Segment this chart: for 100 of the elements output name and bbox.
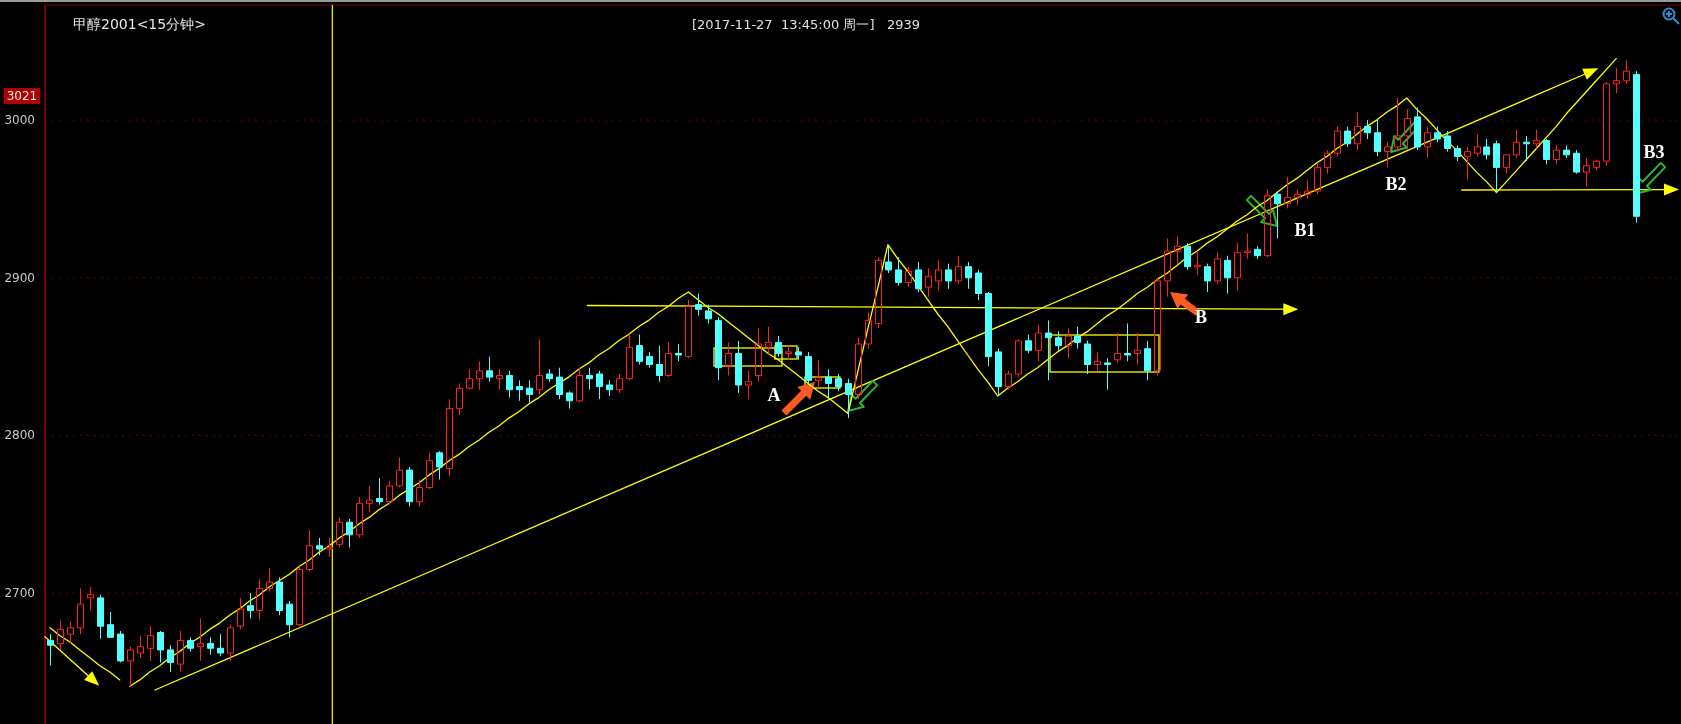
candlestick: [286, 600, 293, 638]
candlestick: [237, 597, 244, 630]
candlestick: [1464, 146, 1471, 181]
candlestick: [606, 379, 613, 397]
candlestick: [875, 256, 882, 329]
candlestick: [167, 644, 174, 673]
candlestick: [725, 341, 732, 376]
candlestick: [586, 367, 593, 391]
candlestick: [755, 327, 762, 383]
candlestick: [1035, 324, 1042, 362]
candlestick: [616, 373, 623, 394]
candlestick: [636, 334, 643, 365]
candlestick: [1174, 236, 1181, 265]
candlestick: [426, 452, 433, 490]
candlestick: [695, 293, 702, 317]
candlestick: [1633, 70, 1640, 224]
candlestick: [137, 635, 144, 659]
candlestick: [1424, 125, 1431, 159]
candlestick: [227, 624, 234, 662]
candlestick: [117, 630, 124, 663]
candlestick: [486, 356, 493, 383]
candlestick: [296, 565, 303, 627]
candlestick: [396, 457, 403, 488]
candlestick: [705, 304, 712, 324]
candlestick: [376, 477, 383, 506]
candlestick: [1613, 67, 1620, 94]
candlestick: [1274, 192, 1281, 239]
text: [2017-11-27 13:45:00 周一] 2939: [692, 16, 920, 32]
candlestick: [1244, 233, 1251, 260]
candlestick: [466, 368, 473, 391]
candlestick: [735, 340, 742, 394]
candlestick: [1194, 250, 1201, 276]
candlestick: [1454, 144, 1461, 162]
candlestick: [1573, 149, 1580, 175]
candlestick: [626, 334, 633, 381]
candlestick: [1414, 107, 1421, 151]
candlestick: [1084, 340, 1091, 375]
candlestick: [1214, 252, 1221, 285]
candlestick: [1394, 97, 1401, 153]
candlestick: [1314, 162, 1321, 195]
candlestick: [177, 630, 184, 673]
candlestick: [845, 378, 852, 419]
candlestick: [715, 316, 722, 381]
candlestick: [187, 636, 194, 652]
candlestick: [207, 636, 214, 656]
candlestick: [965, 261, 972, 290]
candlestick: [1234, 242, 1241, 291]
candlestick: [1304, 179, 1311, 200]
candlestick: [1553, 144, 1560, 165]
candlestick: [865, 312, 872, 350]
candlestick: [805, 351, 812, 386]
candlestick: [945, 263, 952, 290]
candlestick: [885, 245, 892, 274]
y-tick-label: 2800: [4, 428, 35, 443]
candlestick: [1623, 59, 1630, 85]
candlestick: [316, 537, 323, 556]
candlestick: [446, 398, 453, 477]
candlestick: [77, 587, 84, 635]
annotation: B2: [1385, 174, 1407, 194]
candlestick: [1005, 370, 1012, 391]
candlestick: [1493, 140, 1500, 194]
candlestick: [416, 479, 423, 507]
candlestick: [915, 261, 922, 293]
candlestick: [1444, 130, 1451, 153]
candlestick: [656, 345, 663, 383]
candlestick: [1224, 255, 1231, 294]
candlestick: [935, 259, 942, 291]
candlestick: [87, 586, 94, 611]
candlestick: [596, 370, 603, 400]
candlestick: [276, 576, 283, 616]
candlestick: [1284, 176, 1291, 209]
candlestick: [406, 466, 413, 507]
candlestick: [266, 567, 273, 593]
candlestick: [1563, 144, 1570, 159]
candlestick: [855, 337, 862, 400]
candlestick: [306, 529, 313, 572]
candlestick: [1114, 332, 1121, 364]
candlestick: [217, 633, 224, 657]
candlestick: [1483, 138, 1490, 160]
candlestick: [576, 367, 583, 403]
candlestick: [785, 345, 792, 361]
candlestick: [675, 343, 682, 362]
candlestick: [1354, 111, 1361, 151]
candlestick: [256, 578, 263, 621]
candlestick: [1474, 133, 1481, 157]
candlestick: [1434, 125, 1441, 143]
candlestick: [476, 360, 483, 391]
candlestick: [1583, 157, 1590, 187]
y-tick-label: 2900: [4, 270, 35, 285]
candlestick: [516, 379, 523, 402]
candlestick: [247, 592, 254, 619]
candlestick: [1254, 245, 1261, 260]
candlestick: [1104, 357, 1111, 391]
candlestick: [57, 619, 64, 651]
candlestick: [107, 611, 114, 638]
candlestick: [47, 633, 54, 667]
candlestick: [1124, 323, 1131, 362]
candlestick: [1513, 129, 1520, 159]
candlestick: [556, 367, 563, 400]
candlestick: [546, 368, 553, 383]
